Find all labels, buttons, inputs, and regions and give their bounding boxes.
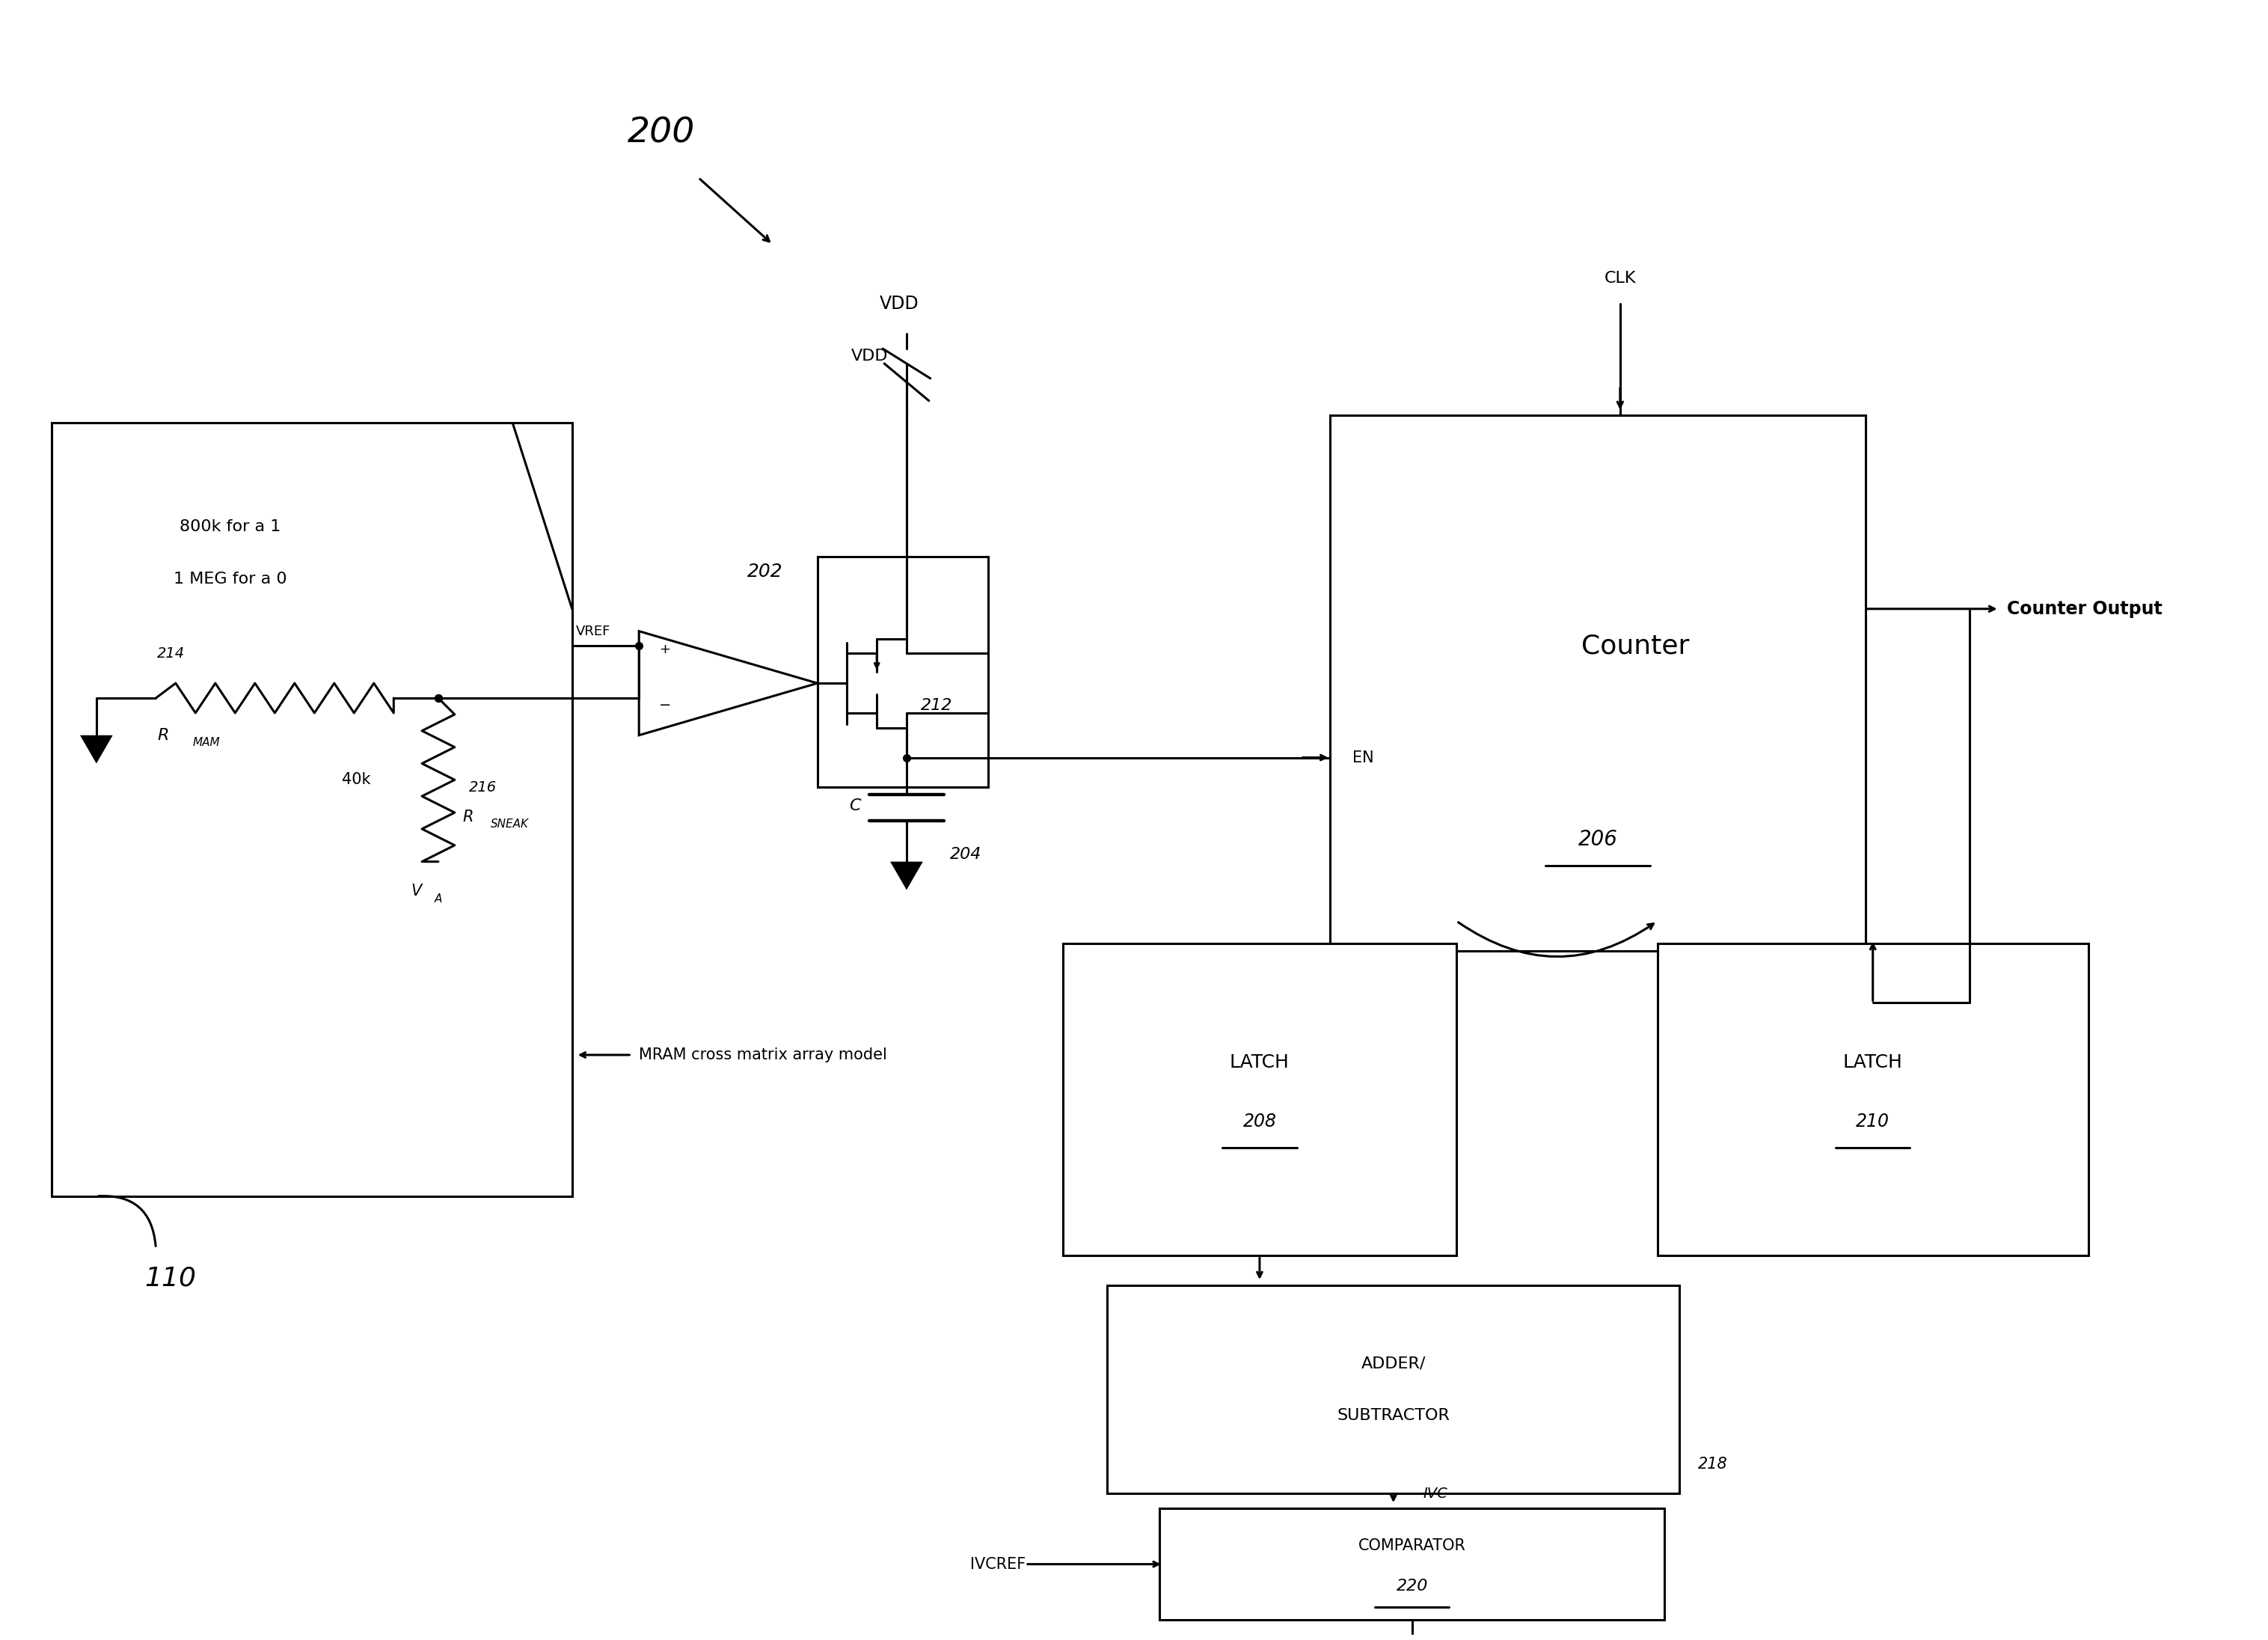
Text: Counter: Counter: [1581, 633, 1690, 659]
Text: 202: 202: [748, 563, 782, 581]
Text: 204: 204: [950, 846, 982, 861]
Text: 40k: 40k: [342, 772, 372, 787]
Text: A: A: [435, 894, 442, 904]
Text: VREF: VREF: [576, 625, 610, 638]
Polygon shape: [640, 631, 816, 735]
Text: EN: EN: [1352, 749, 1374, 764]
Text: 1 MEG for a 0: 1 MEG for a 0: [172, 572, 286, 587]
Text: ADDER/: ADDER/: [1361, 1356, 1427, 1371]
Bar: [1331, 415, 1864, 951]
Bar: [1064, 943, 1456, 1256]
Polygon shape: [79, 735, 113, 764]
Text: R: R: [463, 810, 474, 825]
Text: CLK: CLK: [1603, 271, 1635, 285]
Text: 800k for a 1: 800k for a 1: [179, 520, 281, 535]
Text: 208: 208: [1243, 1114, 1277, 1132]
Bar: [1658, 943, 2089, 1256]
Text: 206: 206: [1579, 828, 1617, 850]
Text: LATCH: LATCH: [1229, 1053, 1290, 1071]
Bar: [52, 423, 572, 1196]
Text: C: C: [848, 799, 860, 813]
Text: COMPARATOR: COMPARATOR: [1359, 1538, 1465, 1553]
Text: 220: 220: [1397, 1579, 1429, 1594]
Bar: [816, 558, 989, 787]
Text: IVC: IVC: [1422, 1486, 1447, 1501]
Text: 216: 216: [469, 781, 497, 794]
Text: 214: 214: [156, 646, 184, 661]
Text: 200: 200: [628, 116, 694, 149]
Polygon shape: [891, 861, 923, 891]
Text: Counter Output: Counter Output: [2007, 600, 2161, 618]
Text: +: +: [660, 643, 671, 656]
Text: 218: 218: [1699, 1456, 1728, 1471]
Text: VDD: VDD: [880, 295, 919, 313]
Text: R: R: [156, 728, 170, 743]
Text: V: V: [411, 884, 422, 899]
Text: 110: 110: [145, 1264, 197, 1291]
Text: LATCH: LATCH: [1844, 1053, 1903, 1071]
Bar: [1107, 1286, 1681, 1494]
Text: VDD: VDD: [851, 349, 887, 364]
Text: MRAM cross matrix array model: MRAM cross matrix array model: [640, 1048, 887, 1063]
Text: 210: 210: [1855, 1114, 1889, 1132]
Bar: [1159, 1509, 1665, 1620]
Text: −: −: [660, 699, 671, 713]
Text: IVCREF: IVCREF: [971, 1556, 1025, 1571]
Text: MAM: MAM: [193, 736, 220, 748]
Text: 212: 212: [921, 699, 953, 713]
Text: SNEAK: SNEAK: [490, 818, 528, 830]
Text: SUBTRACTOR: SUBTRACTOR: [1336, 1409, 1449, 1424]
